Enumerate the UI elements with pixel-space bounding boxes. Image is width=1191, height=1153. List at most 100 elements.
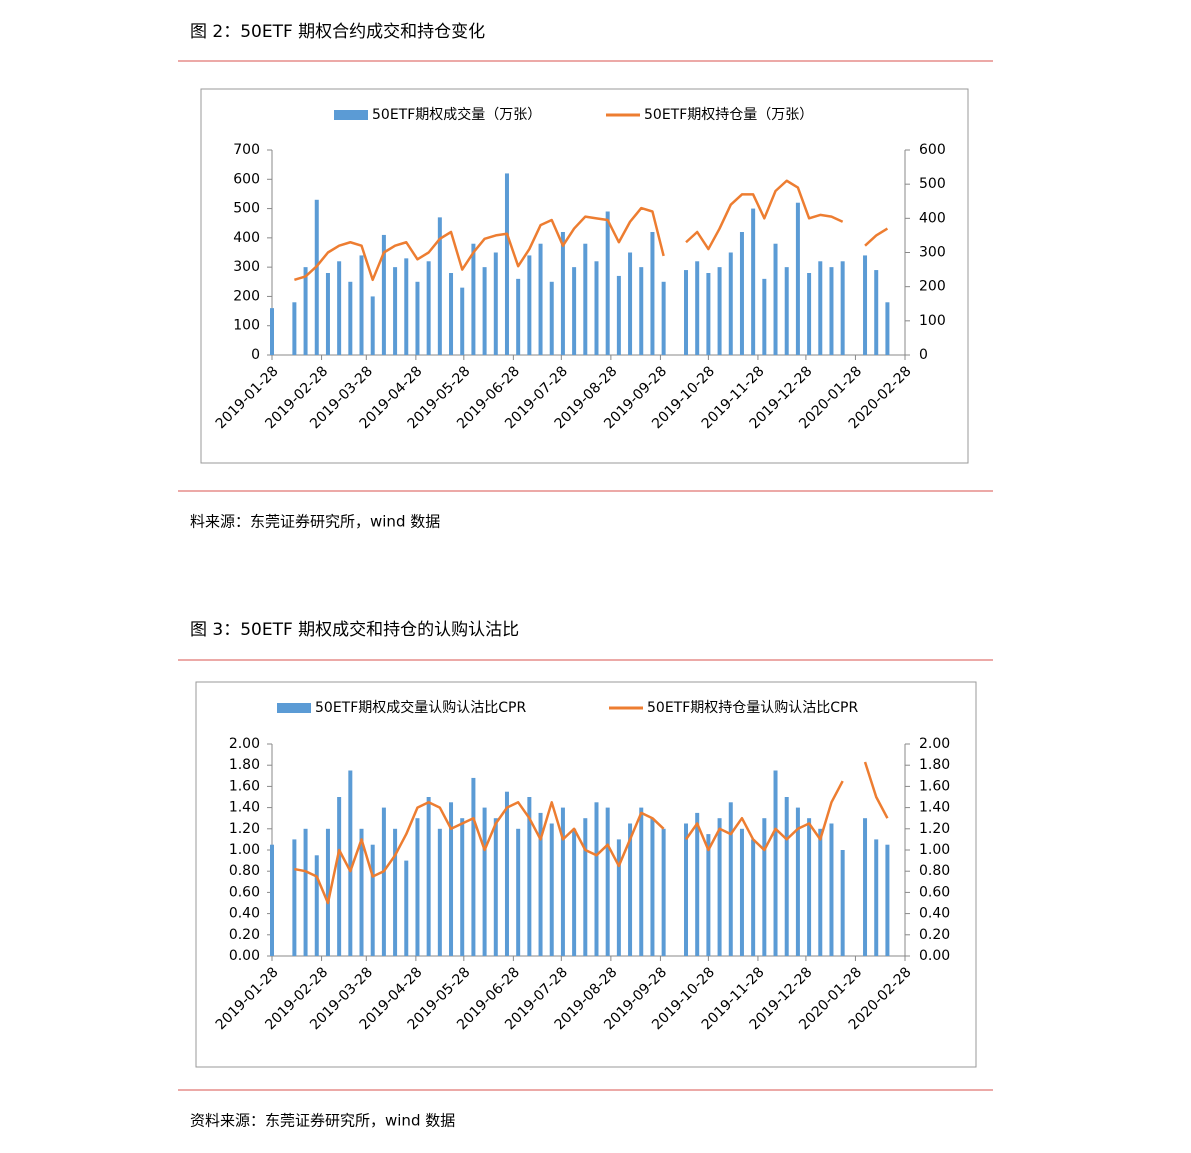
bar: [583, 243, 588, 355]
bar: [527, 255, 532, 355]
y2-tick-label: 500: [919, 176, 946, 192]
bar: [616, 275, 621, 355]
bar: [303, 828, 308, 956]
bar: [829, 823, 834, 956]
bar: [639, 267, 644, 355]
legend-swatch: [334, 110, 368, 120]
bar: [404, 860, 409, 956]
y-tick-label: 1.40: [229, 800, 260, 816]
bar: [706, 834, 711, 956]
bar: [460, 287, 465, 355]
bar: [605, 211, 610, 355]
bar: [337, 797, 342, 956]
bar: [594, 261, 599, 355]
bar: [639, 807, 644, 956]
y2-tick-label: 1.20: [919, 821, 950, 837]
bar: [527, 797, 532, 956]
bar: [717, 267, 722, 355]
bar: [885, 844, 890, 956]
bar: [314, 855, 319, 956]
legend-label: 50ETF期权持仓量（万张）: [644, 107, 813, 123]
bar: [684, 823, 689, 956]
bar: [773, 243, 778, 355]
bar: [292, 839, 297, 956]
bar: [885, 302, 890, 355]
figure-title: 图 2：50ETF 期权合约成交和持仓变化: [190, 22, 485, 42]
bar: [560, 807, 565, 956]
bar: [482, 267, 487, 355]
y-tick-label: 0.60: [229, 884, 260, 900]
bar: [807, 818, 812, 956]
bar: [270, 844, 274, 956]
bar: [348, 770, 353, 956]
bar: [471, 777, 476, 956]
bar: [628, 252, 633, 355]
bar: [784, 267, 789, 355]
legend-swatch: [277, 703, 311, 713]
y-tick-label: 1.80: [229, 757, 260, 773]
bar: [381, 234, 386, 355]
bar: [684, 270, 689, 355]
bar: [572, 267, 577, 355]
bar: [795, 807, 800, 956]
bar: [437, 217, 442, 355]
y2-tick-label: 2.00: [919, 736, 950, 752]
bar: [314, 199, 319, 355]
y2-tick-label: 100: [919, 313, 946, 329]
bar: [415, 818, 420, 956]
bar: [594, 802, 599, 956]
source-note: 料来源：东莞证券研究所，wind 数据: [190, 513, 440, 531]
y2-tick-label: 400: [919, 210, 946, 226]
bar: [359, 828, 364, 956]
bar: [762, 818, 767, 956]
bar: [393, 267, 398, 355]
bar: [516, 278, 521, 355]
y2-tick-label: 1.00: [919, 842, 950, 858]
y-tick-label: 200: [233, 288, 260, 304]
bar: [292, 302, 297, 355]
bar: [616, 839, 621, 956]
bar: [270, 308, 274, 355]
bar: [426, 261, 431, 355]
bar: [661, 281, 666, 355]
y-tick-label: 700: [233, 142, 260, 158]
y2-tick-label: 300: [919, 245, 946, 261]
y-tick-label: 0.20: [229, 927, 260, 943]
bar: [560, 232, 565, 355]
y2-tick-label: 0.00: [919, 948, 950, 964]
bar: [460, 818, 465, 956]
bar: [728, 802, 733, 956]
y2-tick-label: 200: [919, 279, 946, 295]
bar: [840, 261, 845, 355]
bar: [516, 828, 521, 956]
bar: [818, 261, 823, 355]
bar: [393, 828, 398, 956]
y2-tick-label: 0.60: [919, 884, 950, 900]
bar: [717, 818, 722, 956]
bar: [650, 818, 655, 956]
bar: [538, 243, 543, 355]
y-tick-label: 400: [233, 230, 260, 246]
line: [294, 761, 889, 905]
bar: [538, 812, 543, 956]
bar: [572, 828, 577, 956]
bar: [773, 770, 778, 956]
bar: [661, 828, 666, 956]
bar: [449, 273, 454, 355]
y2-tick-label: 1.60: [919, 778, 950, 794]
y2-tick-label: 0.80: [919, 863, 950, 879]
line: [294, 179, 889, 282]
y-tick-label: 1.20: [229, 821, 260, 837]
bar: [325, 828, 330, 956]
bar: [482, 807, 487, 956]
y2-tick-label: 0: [919, 347, 928, 363]
bar: [751, 208, 756, 355]
figure-title: 图 3：50ETF 期权成交和持仓的认购认沽比: [190, 620, 519, 640]
bar: [874, 839, 879, 956]
y-tick-label: 300: [233, 259, 260, 275]
bar: [415, 281, 420, 355]
y-tick-label: 500: [233, 201, 260, 217]
bar: [628, 823, 633, 956]
legend-label: 50ETF期权成交量认购认沽比CPR: [315, 699, 526, 716]
